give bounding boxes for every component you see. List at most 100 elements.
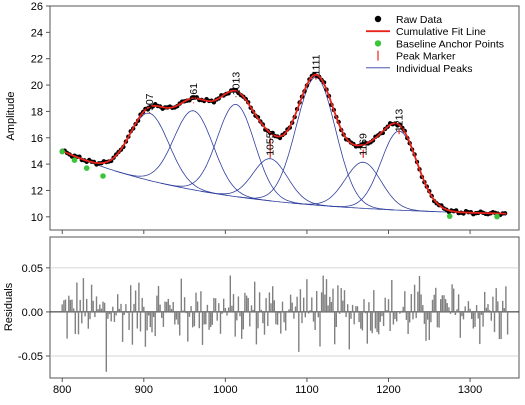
residual-bar <box>400 310 403 312</box>
residual-bar <box>294 306 297 312</box>
residual-bar <box>428 311 430 340</box>
residual-bar <box>113 311 116 322</box>
baseline-anchor-point <box>100 173 106 179</box>
residual-bar <box>169 304 171 312</box>
amplitude-y-tick-label: 22 <box>31 54 43 66</box>
legend-label-2: Cumulative Fit Line <box>396 26 486 38</box>
residual-bar <box>355 306 357 312</box>
residual-bar <box>90 284 93 312</box>
residual-bar <box>175 311 178 320</box>
residual-bar <box>255 311 258 345</box>
residual-bar <box>105 311 107 372</box>
residual-bar <box>322 275 324 312</box>
residual-bar <box>307 311 310 314</box>
legend-label-3: Baseline Anchor Points <box>396 38 504 50</box>
residual-bar <box>126 311 129 313</box>
residual-bar <box>74 311 76 334</box>
residual-bar <box>396 311 398 322</box>
residuals-y-tick-label: -0.05 <box>18 351 43 363</box>
residual-bar <box>185 311 187 314</box>
residual-bar <box>231 305 233 312</box>
residual-bar <box>449 311 452 314</box>
residual-bar <box>229 275 231 312</box>
residuals-x-ticks: 800 900 1000 1100 1200 1300 <box>53 378 482 396</box>
residual-bar <box>82 278 85 312</box>
legend-label-5: Individual Peaks <box>396 63 472 75</box>
residual-bar <box>431 299 434 312</box>
residual-bar <box>195 292 197 312</box>
residual-bar <box>360 311 362 329</box>
residual-bar <box>451 284 453 312</box>
cumulative-fit-line <box>61 73 507 215</box>
residual-bar <box>417 291 419 312</box>
residual-bar <box>227 307 230 312</box>
residual-bar <box>492 296 494 312</box>
residuals-x-tick-label: 800 <box>53 384 71 396</box>
residual-bar <box>179 311 181 336</box>
residual-bar <box>301 311 303 324</box>
residuals-x-tick-label: 900 <box>135 384 153 396</box>
amplitude-y-tick-label: 20 <box>31 80 43 92</box>
residual-bar <box>87 311 89 329</box>
residual-bar <box>73 308 75 312</box>
residual-bar <box>216 311 218 321</box>
peak-label-1213: 1213 <box>394 109 406 133</box>
individual-peak-961 <box>115 110 272 202</box>
residual-bar <box>320 292 323 312</box>
residual-bar <box>472 311 474 329</box>
residual-bar <box>71 299 73 312</box>
residual-bar <box>418 276 421 312</box>
residual-bar <box>84 311 86 317</box>
residuals-y-tick-label: 0.00 <box>22 307 43 319</box>
residual-bar <box>226 311 228 316</box>
residual-bar <box>443 295 445 312</box>
residual-bar <box>317 311 319 318</box>
residual-bar <box>64 299 67 312</box>
residual-bar <box>477 311 479 319</box>
residual-bar <box>368 302 370 312</box>
residual-bar <box>319 311 321 347</box>
residual-bar <box>170 308 173 312</box>
residual-bar <box>347 304 349 312</box>
residual-bar <box>157 286 160 312</box>
residual-bar <box>183 297 186 312</box>
residual-bar <box>125 304 127 312</box>
residual-bar <box>422 305 424 312</box>
residual-bar <box>412 311 414 320</box>
residual-bar <box>203 311 205 325</box>
residual-bar <box>296 296 298 312</box>
residual-bar <box>480 311 483 315</box>
residual-bar <box>95 296 98 312</box>
residual-bar <box>92 300 94 312</box>
residuals-x-tick-label: 1100 <box>295 384 319 396</box>
residual-bar <box>462 311 465 320</box>
residual-bar <box>237 296 240 312</box>
residual-bar <box>374 311 377 329</box>
residual-bar <box>353 311 355 325</box>
residual-bar <box>490 311 492 321</box>
residual-bar <box>276 311 279 325</box>
residual-bar <box>446 303 448 312</box>
residual-bar <box>196 301 199 312</box>
residual-bar <box>99 304 101 312</box>
residual-bar <box>303 297 305 312</box>
residual-bar <box>260 309 262 312</box>
residual-bar <box>174 311 176 325</box>
residual-bar <box>131 311 134 345</box>
residual-bar <box>241 311 243 339</box>
residual-bar <box>200 291 202 312</box>
residual-bar <box>376 311 378 333</box>
residual-bar <box>77 311 80 335</box>
residual-bar <box>79 299 81 312</box>
residual-bar <box>410 294 412 312</box>
residual-bar <box>167 298 169 312</box>
residual-bar <box>392 311 395 325</box>
residual-bar <box>214 298 217 312</box>
residuals-y-axis-label: Residuals <box>3 282 15 331</box>
residual-bar <box>314 311 316 330</box>
residual-bar <box>100 308 103 312</box>
residual-bar <box>275 311 277 325</box>
residual-bar <box>291 302 293 312</box>
residual-bar <box>223 298 225 312</box>
residual-bar <box>384 297 386 312</box>
